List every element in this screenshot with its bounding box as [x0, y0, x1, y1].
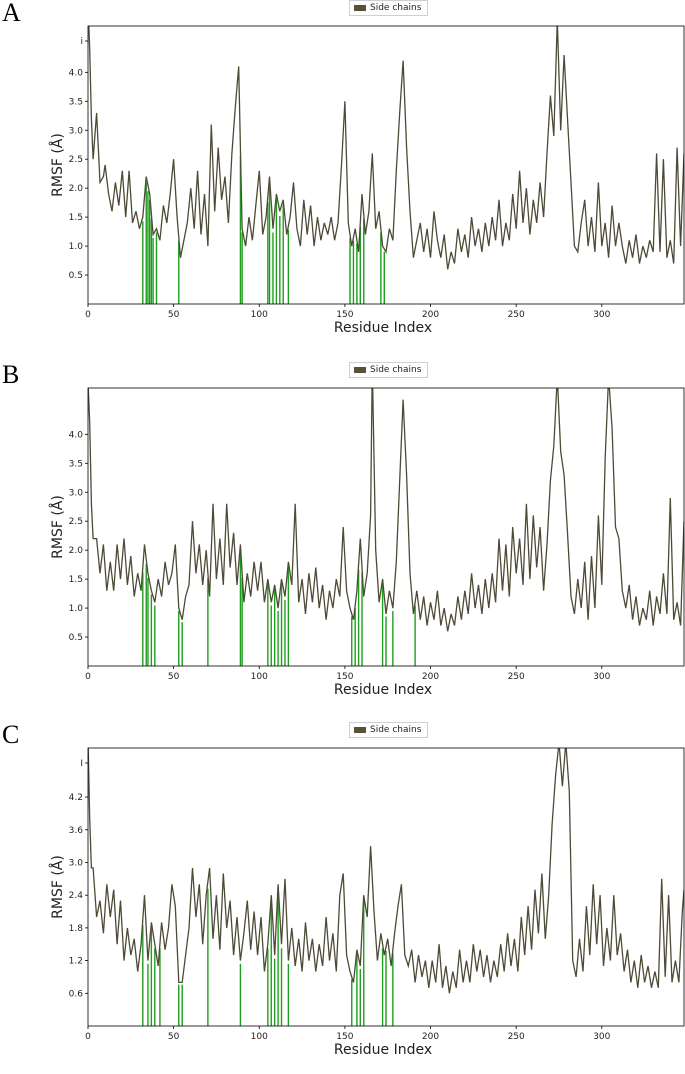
legend: Side chains — [349, 722, 429, 738]
y-tick-label: 2.0 — [69, 546, 84, 556]
x-tick-label: 150 — [336, 1032, 353, 1042]
y-tick-label: 3.0 — [69, 488, 84, 498]
panel-b: B Side chains 0 50 100 150 200 250 300 0.5 1.0 1.… — [0, 360, 685, 714]
x-tick-label: 200 — [422, 672, 439, 682]
panel-label: C — [2, 720, 20, 749]
x-tick-label: 0 — [85, 1032, 91, 1042]
plot-frame — [87, 25, 685, 305]
y-tick-label: 0.5 — [69, 633, 83, 643]
x-tick-label: 100 — [251, 1032, 268, 1042]
x-tick-label: 100 — [251, 310, 268, 320]
y-tick-label: 1.5 — [69, 213, 83, 223]
x-tick-label: 250 — [508, 310, 525, 320]
y-tick-label: 0.5 — [69, 271, 83, 281]
panel-label: A — [2, 0, 21, 27]
panel-label: B — [2, 360, 20, 389]
y-tick-label: 3.5 — [69, 459, 83, 469]
legend-swatch — [354, 367, 366, 373]
legend-label: Side chains — [370, 3, 422, 13]
y-tick-label: 3.5 — [69, 97, 83, 107]
x-tick-label: 150 — [336, 310, 353, 320]
y-tick-label: 4.0 — [69, 430, 84, 440]
y-tick-label: 2.5 — [69, 155, 83, 165]
y-tick-label: 2.0 — [69, 184, 84, 194]
y-tick-label: 1.8 — [69, 924, 84, 934]
rmsf-chart: 0 50 100 150 200 250 300 0.6 1.2 1.8 2.4 3.0 3.6 4.2 I… — [49, 747, 685, 1058]
y-tick-label: 3.0 — [69, 858, 84, 868]
y-tick-label: I — [80, 759, 83, 769]
x-tick-label: 50 — [168, 1032, 180, 1042]
x-tick-label: 300 — [593, 672, 610, 682]
legend: Side chains — [349, 0, 429, 16]
x-tick-label: 300 — [593, 310, 610, 320]
y-tick-label: 4.0 — [69, 68, 84, 78]
y-axis-label: RMSF (Å) — [49, 495, 66, 559]
x-tick-label: 150 — [336, 672, 353, 682]
x-tick-label: 250 — [508, 672, 525, 682]
rmsf-chart: 0 50 100 150 200 250 300 0.5 1.0 1.5 2.0 2.5 3.0 3.5 4… — [49, 25, 685, 336]
panel-c: C Side chains 0 50 100 150 200 250 300 0.6 1.2 1.… — [0, 720, 685, 1074]
y-tick-label: 3.0 — [69, 126, 84, 136]
plot-frame — [87, 387, 685, 667]
x-tick-label: 250 — [508, 1032, 525, 1042]
y-tick-label: 1.0 — [69, 242, 84, 252]
panel-a: A Side chains 0 50 100 150 200 250 300 0.5 1.0 1.… — [0, 0, 685, 352]
y-tick-label: i — [80, 37, 83, 47]
rmsf-line — [88, 748, 684, 994]
y-tick-label: 3.6 — [69, 826, 84, 836]
y-tick-label: 1.5 — [69, 575, 83, 585]
legend-label: Side chains — [370, 725, 422, 735]
x-axis-label: Residue Index — [334, 682, 432, 698]
plot-frame — [87, 747, 685, 1027]
rmsf-line — [88, 388, 684, 632]
y-tick-label: 0.6 — [69, 989, 84, 999]
legend: Side chains — [349, 362, 429, 378]
x-tick-label: 0 — [85, 672, 91, 682]
x-tick-label: 200 — [422, 1032, 439, 1042]
y-tick-label: 2.4 — [69, 891, 84, 901]
x-tick-label: 50 — [168, 672, 180, 682]
y-axis-label: RMSF (Å) — [49, 855, 66, 919]
x-tick-label: 0 — [85, 310, 91, 320]
x-axis-label: Residue Index — [334, 1042, 432, 1058]
x-tick-label: 50 — [168, 310, 180, 320]
y-tick-label: 1.2 — [69, 957, 83, 967]
x-tick-label: 200 — [422, 310, 439, 320]
legend-label: Side chains — [370, 365, 422, 375]
x-axis-label: Residue Index — [334, 320, 432, 336]
legend-swatch — [354, 727, 366, 733]
y-axis-label: RMSF (Å) — [49, 133, 66, 197]
x-tick-label: 100 — [251, 672, 268, 682]
y-tick-label: 4.2 — [69, 793, 83, 803]
rmsf-chart: 0 50 100 150 200 250 300 0.5 1.0 1.5 2.0 2.5 3.0 3.5 4… — [49, 387, 685, 698]
x-tick-label: 300 — [593, 1032, 610, 1042]
y-tick-label: 2.5 — [69, 517, 83, 527]
legend-swatch — [354, 5, 366, 11]
y-tick-label: 1.0 — [69, 604, 84, 614]
rmsf-line — [88, 26, 684, 270]
